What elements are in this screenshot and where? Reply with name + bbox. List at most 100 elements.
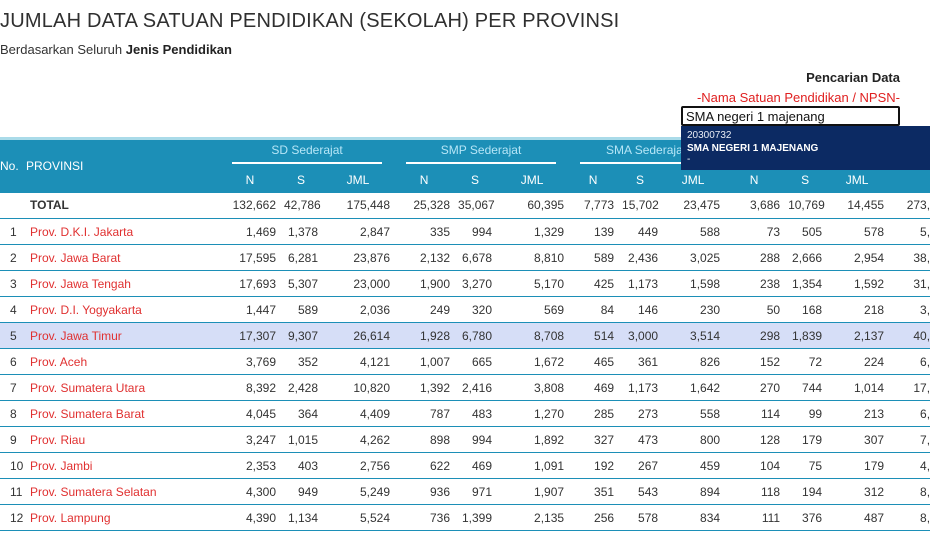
cell-value: 1,392 [394, 374, 455, 401]
cell-value: 1,900 [394, 270, 455, 297]
cell-value: 361 [618, 348, 663, 375]
total-value: 273,773 [888, 192, 930, 219]
cell-value: 72 [784, 348, 827, 375]
province-link[interactable]: Prov. Jawa Tengah [26, 270, 220, 297]
subtitle-bold: Jenis Pendidikan [125, 42, 232, 57]
table-row: 4 Prov. D.I. Yogyakarta 1,447 589 2,036 249 32… [0, 296, 930, 323]
cell-value: 320 [454, 296, 497, 323]
province-link[interactable]: Prov. Sumatera Utara [26, 374, 220, 401]
row-no: 6 [0, 348, 26, 375]
cell-value: 17,307 [220, 322, 280, 349]
cell-value: 118 [724, 478, 785, 505]
cell-value: 1,007 [394, 348, 455, 375]
search-hint: -Nama Satuan Pendidikan / NPSN- [696, 90, 900, 105]
cell-value: 3,514 [662, 322, 725, 349]
cell-value: 736 [394, 504, 455, 531]
province-link[interactable]: Prov. Sumatera Selatan [26, 478, 220, 505]
total-value: 132,662 [220, 192, 280, 219]
cell-value: 230 [662, 296, 725, 323]
cell-value: 224 [826, 348, 889, 375]
province-link[interactable]: Prov. Jambi [26, 452, 220, 479]
cell-value: 8,362 [888, 478, 930, 505]
cell-value: 898 [394, 426, 455, 453]
table-row: 2 Prov. Jawa Barat 17,595 6,281 23,876 2,132 6… [0, 244, 930, 271]
sub-header-smk-s: S [801, 172, 810, 187]
group-header-sd[interactable]: SD Sederajat [220, 137, 395, 167]
cell-value: 1,091 [496, 452, 569, 479]
subtitle-prefix: Berdasarkan Seluruh [0, 42, 123, 57]
cell-value: 84 [568, 296, 619, 323]
row-no: 5 [0, 322, 26, 349]
cell-value: 3,808 [496, 374, 569, 401]
cell-value: 2,666 [784, 244, 827, 271]
table-row: 7 Prov. Sumatera Utara 8,392 2,428 10,820 1,3… [0, 374, 930, 401]
cell-value: 505 [784, 218, 827, 245]
cell-value: 146 [618, 296, 663, 323]
cell-value: 589 [568, 244, 619, 271]
search-input[interactable] [681, 106, 900, 126]
cell-value: 40,973 [888, 322, 930, 349]
cell-value: 459 [662, 452, 725, 479]
cell-value: 1,672 [496, 348, 569, 375]
cell-value: 578 [618, 504, 663, 531]
sub-header-sma-n: N [588, 172, 598, 187]
cell-value: 168 [784, 296, 827, 323]
row-no: 12 [0, 504, 26, 531]
cell-value: 1,015 [280, 426, 322, 453]
cell-value: 894 [662, 478, 725, 505]
cell-value: 2,036 [322, 296, 395, 323]
cell-value: 1,928 [394, 322, 455, 349]
total-value: 175,448 [322, 192, 395, 219]
cell-value: 5,249 [322, 478, 395, 505]
cell-value: 4,121 [322, 348, 395, 375]
cell-value: 1,134 [280, 504, 322, 531]
table-row: 10 Prov. Jambi 2,353 403 2,756 622 469 1,091 192… [0, 452, 930, 479]
row-no: 11 [0, 478, 26, 505]
cell-value: 834 [662, 504, 725, 531]
cell-value: 543 [618, 478, 663, 505]
cell-value: 4,390 [220, 504, 280, 531]
cell-value: 73 [724, 218, 785, 245]
search-result-item[interactable]: 20300732 SMA NEGERI 1 MAJENANG - [681, 126, 930, 170]
cell-value: 114 [724, 400, 785, 427]
cell-value: 249 [394, 296, 455, 323]
cell-value: 17,595 [220, 244, 280, 271]
cell-value: 327 [568, 426, 619, 453]
cell-value: 403 [280, 452, 322, 479]
cell-value: 26,614 [322, 322, 395, 349]
cell-value: 2,436 [618, 244, 663, 271]
table-row-total: TOTAL 132,662 42,786 175,448 25,328 35,067 60,… [0, 192, 930, 219]
cell-value: 4,485 [888, 452, 930, 479]
province-link[interactable]: Prov. Sumatera Barat [26, 400, 220, 427]
cell-value: 2,416 [454, 374, 497, 401]
cell-value: 425 [568, 270, 619, 297]
cell-value: 2,428 [280, 374, 322, 401]
total-value: 10,769 [784, 192, 827, 219]
cell-value: 75 [784, 452, 827, 479]
cell-value: 469 [454, 452, 497, 479]
sub-header-sd-s: S [296, 172, 305, 187]
table-row: 8 Prov. Sumatera Barat 4,045 364 4,409 787 483… [0, 400, 930, 427]
cell-value: 1,378 [280, 218, 322, 245]
province-link[interactable]: Prov. D.K.I. Jakarta [26, 218, 220, 245]
total-value: 60,395 [496, 192, 569, 219]
province-link[interactable]: Prov. Jawa Barat [26, 244, 220, 271]
province-link[interactable]: Prov. Jawa Timur [26, 322, 220, 349]
cell-value: 2,137 [826, 322, 889, 349]
province-link[interactable]: Prov. Riau [26, 426, 220, 453]
cell-value: 4,300 [220, 478, 280, 505]
cell-value: 6,281 [280, 244, 322, 271]
cell-value: 569 [496, 296, 569, 323]
province-link[interactable]: Prov. Aceh [26, 348, 220, 375]
sub-header-sma-s: S [636, 172, 645, 187]
province-link[interactable]: Prov. D.I. Yogyakarta [26, 296, 220, 323]
cell-value: 578 [826, 218, 889, 245]
cell-value: 1,329 [496, 218, 569, 245]
cell-value: 267 [618, 452, 663, 479]
row-no: 1 [0, 218, 26, 245]
group-header-smp[interactable]: SMP Sederajat [394, 137, 569, 167]
province-link[interactable]: Prov. Lampung [26, 504, 220, 531]
cell-value: 23,876 [322, 244, 395, 271]
table-row: 3 Prov. Jawa Tengah 17,693 5,307 23,000 1,900… [0, 270, 930, 297]
column-no: No. [0, 137, 26, 193]
